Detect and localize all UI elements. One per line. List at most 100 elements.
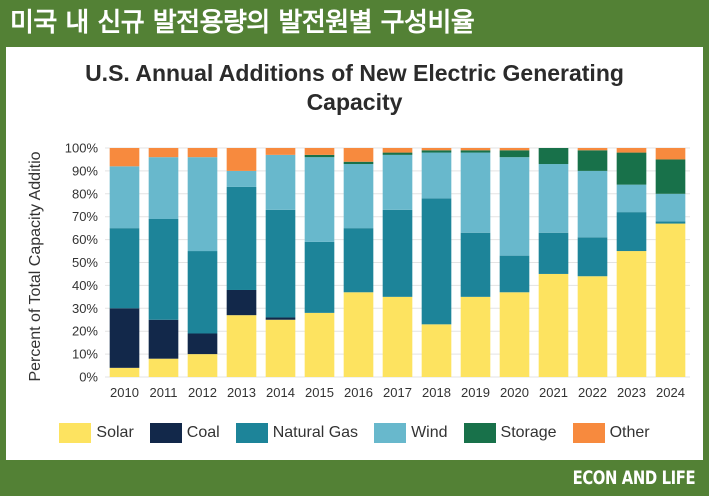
y-tick-label: 80% xyxy=(72,186,98,201)
bar-segment-solar xyxy=(616,251,647,377)
x-tick-label: 2014 xyxy=(266,385,295,400)
legend-label: Solar xyxy=(96,424,134,441)
legend-item[interactable]: Coal xyxy=(149,423,220,443)
top-banner: 미국 내 신규 발전용량의 발전원별 구성비율 xyxy=(0,0,709,47)
bar-segment-other xyxy=(421,148,452,151)
brand-logo: ECON AND LIFE xyxy=(572,467,695,489)
bar-segment-solar xyxy=(577,276,608,377)
bar-segment-solar xyxy=(655,223,686,377)
bar-segment-solar xyxy=(109,367,140,377)
banner-title: 미국 내 신규 발전용량의 발전원별 구성비율 xyxy=(10,8,475,38)
legend-label: Coal xyxy=(186,424,220,441)
x-tick-label: 2012 xyxy=(188,385,217,400)
bar-segment-other xyxy=(265,148,296,155)
chart-title-line-1: U.S. Annual Additions of New Electric Ge… xyxy=(85,60,624,86)
y-tick-label: 50% xyxy=(72,255,98,270)
bar-segment-other xyxy=(616,148,647,153)
chart-card: U.S. Annual Additions of New Electric Ge… xyxy=(6,47,703,460)
bar-segment-natural-gas xyxy=(382,209,413,297)
legend-label: Storage xyxy=(500,424,557,441)
legend-item[interactable]: Natural Gas xyxy=(235,423,359,443)
bar-segment-wind xyxy=(616,184,647,213)
legend-swatch xyxy=(572,423,605,443)
bar-segment-natural-gas xyxy=(226,186,257,290)
bar-segment-solar xyxy=(499,292,530,377)
bottom-banner: ECON AND LIFE xyxy=(0,460,709,496)
legend-swatch xyxy=(59,423,92,443)
bar-segment-solar xyxy=(421,324,452,377)
y-axis-label: Percent of Total Capacity Additio xyxy=(27,151,44,381)
bar-segment-coal xyxy=(187,333,218,355)
bar-segment-solar xyxy=(382,296,413,377)
bar-segment-other xyxy=(187,148,218,158)
y-tick-label: 0% xyxy=(79,370,98,385)
bar-segment-storage xyxy=(382,152,413,155)
bar-segment-natural-gas xyxy=(460,232,491,297)
x-tick-label: 2022 xyxy=(578,385,607,400)
y-tick-label: 10% xyxy=(72,347,98,362)
bar-segment-wind xyxy=(499,157,530,256)
x-tick-label: 2019 xyxy=(461,385,490,400)
bar-segment-other xyxy=(226,148,257,171)
y-tick-label: 70% xyxy=(72,209,98,224)
bar-segment-natural-gas xyxy=(421,198,452,325)
bar-segment-natural-gas xyxy=(265,209,296,318)
bar-segment-wind xyxy=(187,157,218,252)
bar-segment-coal xyxy=(226,289,257,316)
y-tick-label: 90% xyxy=(72,163,98,178)
bar-segment-storage xyxy=(538,148,569,165)
bar-segment-storage xyxy=(655,159,686,194)
x-tick-label: 2015 xyxy=(305,385,334,400)
bar-segment-natural-gas xyxy=(538,232,569,274)
bar-segment-solar xyxy=(343,292,374,377)
bar-segment-other xyxy=(343,148,374,162)
bar-segment-wind xyxy=(460,152,491,233)
legend-item[interactable]: Solar xyxy=(59,423,134,443)
y-tick-label: 30% xyxy=(72,301,98,316)
bar-segment-wind xyxy=(148,157,179,219)
y-tick-label: 20% xyxy=(72,324,98,339)
bar-segment-wind xyxy=(577,170,608,238)
bar-segment-other xyxy=(460,148,491,151)
legend-item[interactable]: Other xyxy=(572,423,650,443)
bar-segment-wind xyxy=(109,166,140,229)
bar-segment-solar xyxy=(148,358,179,377)
bar-segment-other xyxy=(382,148,413,153)
legend-label: Natural Gas xyxy=(272,424,359,441)
bar-segment-other xyxy=(655,148,686,160)
bar-segment-solar xyxy=(187,354,218,377)
bar-segment-natural-gas xyxy=(499,255,530,293)
bar-segment-coal xyxy=(148,319,179,359)
legend-swatch xyxy=(235,423,268,443)
bar-segment-solar xyxy=(460,296,491,377)
legend-item[interactable]: Wind xyxy=(374,423,448,443)
legend-swatch xyxy=(149,423,182,443)
bar-segment-wind xyxy=(226,170,257,187)
bar-segment-solar xyxy=(538,273,569,377)
bar-segment-wind xyxy=(265,154,296,210)
bar-segment-natural-gas xyxy=(655,221,686,224)
bar-segment-solar xyxy=(265,319,296,377)
chart-title-line-2: Capacity xyxy=(306,89,403,115)
bar-segment-wind xyxy=(304,157,335,242)
chart-title: U.S. Annual Additions of New Electric Ge… xyxy=(6,59,703,117)
legend-label: Wind xyxy=(411,424,448,441)
x-tick-label: 2017 xyxy=(383,385,412,400)
bar-segment-wind xyxy=(538,164,569,233)
x-tick-label: 2020 xyxy=(500,385,529,400)
x-tick-label: 2018 xyxy=(422,385,451,400)
bar-segment-natural-gas xyxy=(187,251,218,334)
bar-segment-natural-gas xyxy=(343,228,374,293)
legend-swatch xyxy=(374,423,407,443)
bar-segment-other xyxy=(109,148,140,167)
stacked-bar-chart: 0% 10% 20% 30% 40% 50% 60% 70% 80% 90% 100% Percent… xyxy=(27,141,690,400)
bar-segment-natural-gas xyxy=(304,241,335,313)
legend-item[interactable]: Storage xyxy=(463,423,557,443)
bar-segment-other xyxy=(304,148,335,155)
x-tick-label: 2010 xyxy=(110,385,139,400)
bar-segment-natural-gas xyxy=(109,228,140,309)
bar-segment-solar xyxy=(304,312,335,377)
y-tick-label: 60% xyxy=(72,232,98,247)
bar-segment-other xyxy=(499,148,530,151)
